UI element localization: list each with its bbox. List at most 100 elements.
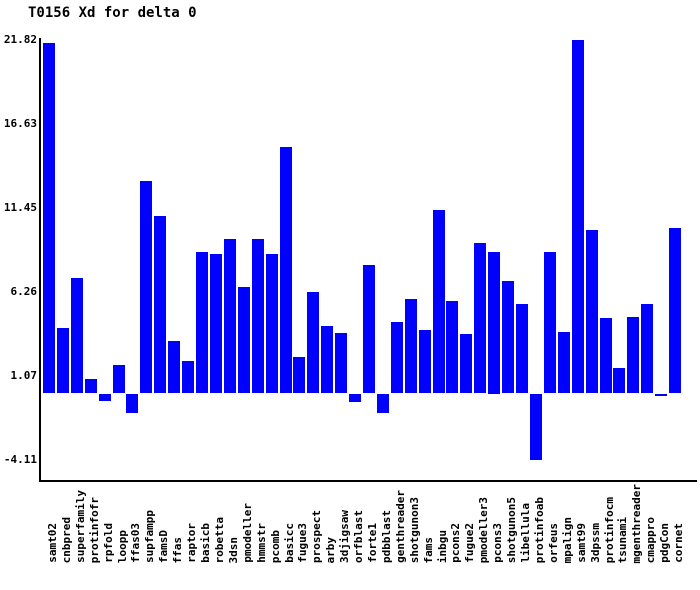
x-tick-label: libellula: [519, 503, 533, 563]
bar-samt02: [43, 42, 55, 394]
bar-genthreader: [390, 322, 403, 394]
bar-pdgCon: [655, 393, 668, 396]
y-tick-label: 16.63: [3, 117, 37, 131]
x-tick-label: protinfoab: [532, 496, 546, 563]
x-tick-label: pmodeller3: [477, 496, 491, 563]
y-tick-label: 1.07: [10, 369, 38, 383]
bar-raptor: [182, 360, 195, 394]
x-tick-label: samt99: [574, 523, 588, 563]
bar-cornet: [669, 227, 682, 394]
x-tick-label: orfeus: [546, 523, 560, 563]
x-tick-label: basicc: [282, 523, 296, 563]
x-tick-label: shotgunon3: [407, 496, 421, 563]
bar-pmodeller: [237, 286, 250, 394]
bar-pmodeller3: [474, 243, 487, 394]
x-tick-label: 3djigsaw: [338, 510, 352, 563]
x-tick-label: raptor: [185, 523, 199, 563]
x-tick-label: protinfofr: [87, 496, 101, 563]
bar-basicb: [196, 252, 209, 394]
x-tick-label: tsunami: [616, 516, 630, 563]
y-tick-label: 6.26: [10, 285, 38, 299]
x-tick-label: 3dsn: [226, 536, 240, 564]
bar-3dsn: [223, 238, 236, 394]
x-tick-label: 3dpssm: [588, 523, 602, 563]
bar-3djigsaw: [335, 333, 348, 394]
bar-robetta: [209, 254, 222, 394]
x-tick-label: pmodeller: [240, 503, 254, 563]
bar-protinfocm: [599, 317, 612, 394]
bar-mpalign: [557, 331, 570, 394]
x-tick-label: famsD: [157, 529, 171, 563]
x-tick-label: ffas: [171, 536, 185, 564]
bar-prospect: [307, 291, 320, 394]
bar-orfeus: [543, 252, 556, 394]
x-tick-label: forte1: [365, 523, 379, 563]
x-tick-label: arby: [324, 536, 338, 564]
x-tick-label: superfamily: [73, 490, 87, 563]
bar-arby: [321, 326, 334, 394]
x-tick-label: protinfocm: [602, 496, 616, 563]
x-tick-label: orfblast: [352, 510, 366, 563]
bar-ffas: [168, 340, 181, 394]
bar-pdbblast: [376, 393, 389, 414]
bar-fams: [418, 330, 431, 394]
x-tick-label: fugue3: [296, 523, 310, 563]
bar-shotgunon5: [502, 281, 515, 394]
bar-fugue2: [460, 334, 473, 394]
x-tick-label: cmappro: [644, 516, 658, 563]
bar-ffas03: [126, 393, 139, 414]
bar-forte1: [362, 264, 375, 394]
bar-protinfoab: [529, 393, 542, 461]
y-tick-label: -4.11: [3, 453, 37, 467]
bar-cmappro: [641, 303, 654, 394]
bar-fugue3: [293, 356, 306, 394]
x-tick-label: pcons3: [491, 523, 505, 563]
bar-orfblast: [349, 393, 362, 402]
x-tick-label: genthreader: [393, 490, 407, 563]
x-tick-label: fugue2: [463, 523, 477, 563]
x-tick-label: pcons2: [449, 523, 463, 563]
bar-basicc: [279, 147, 292, 394]
x-tick-label: cnbpred: [59, 516, 73, 563]
x-axis-line: [39, 480, 697, 482]
bar-inbgu: [432, 209, 445, 394]
x-tick-label: samt02: [46, 523, 59, 563]
bar-pcomb: [265, 254, 278, 394]
x-tick-label: prospect: [310, 510, 324, 563]
bar-tsunami: [613, 368, 626, 394]
x-tick-label: robetta: [212, 516, 226, 563]
x-tick-label: pdgCon: [658, 523, 672, 563]
x-tick-label: ffas03: [129, 523, 143, 563]
x-tick-label: hmmstr: [254, 523, 268, 563]
bar-samt99: [571, 40, 584, 394]
bar-hmmstr: [251, 238, 264, 394]
bar-loopp: [112, 364, 125, 394]
bar-protinfofr: [84, 379, 97, 394]
y-tick-label: 21.82: [3, 33, 37, 47]
bar-cnbpred: [56, 328, 69, 394]
x-tick-label: inbgu: [435, 529, 449, 563]
bar-rpfold: [98, 393, 111, 401]
x-tick-label: rpfold: [101, 523, 115, 563]
bar-libellula: [516, 303, 529, 394]
x-tick-label: supfampp: [143, 510, 157, 563]
bar-supfampp: [140, 180, 153, 394]
x-tick-label: mgenthreader: [630, 483, 644, 563]
bar-shotgunon3: [404, 299, 417, 394]
x-tick-label: loopp: [115, 529, 129, 563]
bar-3dpssm: [585, 230, 598, 394]
bar-pcons2: [446, 300, 459, 394]
x-tick-label: mpalign: [560, 516, 574, 563]
y-tick-label: 11.45: [3, 201, 37, 214]
chart-title: T0156 Xd for delta 0: [28, 5, 197, 21]
bar-famsD: [154, 215, 167, 394]
x-tick-label: pcomb: [268, 529, 282, 563]
x-tick-label: fams: [421, 536, 435, 564]
bar-mgenthreader: [627, 317, 640, 394]
x-tick-label: cornet: [672, 523, 686, 563]
bar-superfamily: [70, 277, 83, 394]
y-axis-line: [39, 38, 41, 482]
x-tick-label: pdbblast: [379, 510, 393, 563]
bar-pcons3: [488, 251, 501, 394]
